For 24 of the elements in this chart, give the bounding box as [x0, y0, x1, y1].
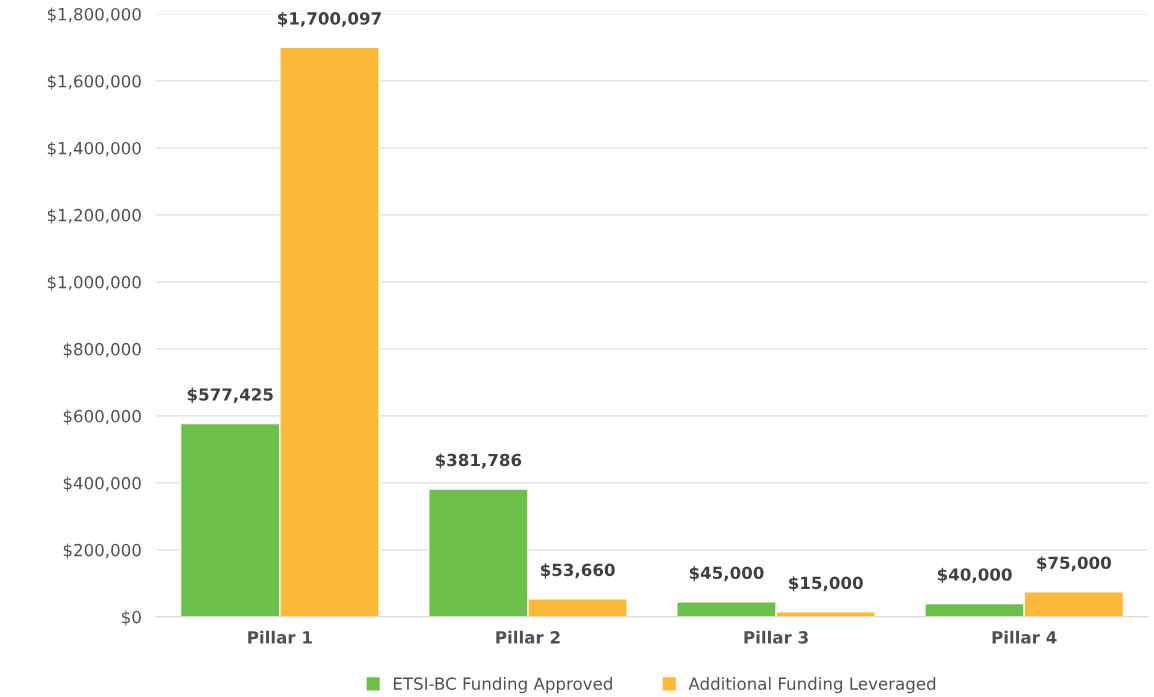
y-tick-label: $1,600,000 — [47, 74, 141, 90]
x-tick-label: Pillar 1 — [248, 630, 312, 644]
data-label: $381,786 — [435, 453, 522, 469]
data-label: $577,425 — [187, 387, 273, 403]
y-tick-label: $400,000 — [63, 476, 141, 492]
x-tick-label: Pillar 4 — [992, 630, 1057, 644]
y-tick-label: $800,000 — [63, 342, 141, 358]
data-label: $45,000 — [689, 566, 764, 582]
data-label: $40,000 — [937, 567, 1012, 583]
y-tick-label: $1,200,000 — [47, 208, 141, 224]
y-tick-label: $0 — [122, 610, 141, 626]
data-label: $75,000 — [1037, 556, 1111, 572]
x-tick-label: Pillar 2 — [496, 630, 560, 644]
y-tick-label: $600,000 — [63, 409, 141, 425]
data-label: $53,660 — [540, 563, 615, 579]
data-label: $1,700,097 — [278, 11, 381, 27]
y-tick-label: $1,800,000 — [47, 7, 141, 23]
legend-label: Additional Funding Leveraged — [688, 677, 936, 694]
y-tick-label: $1,400,000 — [47, 141, 141, 157]
y-tick-label: $200,000 — [63, 543, 141, 559]
x-tick-label: Pillar 3 — [744, 630, 808, 644]
y-tick-label: $1,000,000 — [47, 275, 141, 291]
legend-label: ETSI-BC Funding Approved — [393, 677, 612, 694]
data-label: $15,000 — [789, 576, 863, 592]
